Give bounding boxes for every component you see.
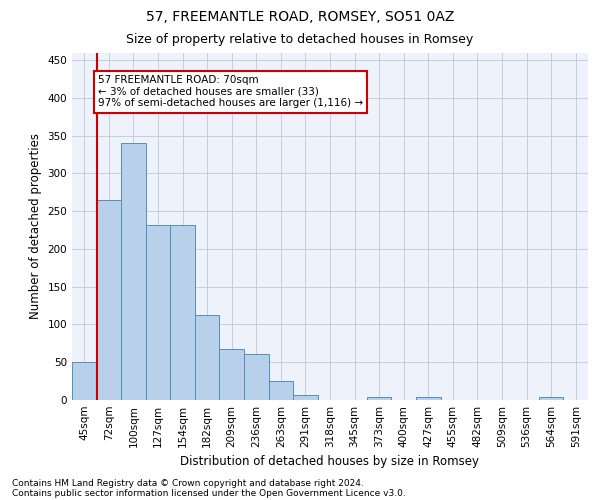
Text: 57 FREEMANTLE ROAD: 70sqm
← 3% of detached houses are smaller (33)
97% of semi-d: 57 FREEMANTLE ROAD: 70sqm ← 3% of detach…: [98, 75, 363, 108]
Bar: [539, 397, 563, 400]
Bar: [146, 224, 170, 400]
Text: Contains public sector information licensed under the Open Government Licence v3: Contains public sector information licen…: [12, 488, 406, 498]
Bar: [367, 397, 391, 400]
Text: Size of property relative to detached houses in Romsey: Size of property relative to detached ho…: [127, 32, 473, 46]
Text: 57, FREEMANTLE ROAD, ROMSEY, SO51 0AZ: 57, FREEMANTLE ROAD, ROMSEY, SO51 0AZ: [146, 10, 454, 24]
Bar: [72, 362, 97, 400]
Bar: [170, 224, 195, 400]
Bar: [220, 350, 244, 400]
Bar: [269, 381, 293, 400]
Bar: [293, 396, 318, 400]
Bar: [195, 314, 220, 400]
Bar: [121, 143, 146, 400]
Bar: [416, 397, 440, 400]
Text: Contains HM Land Registry data © Crown copyright and database right 2024.: Contains HM Land Registry data © Crown c…: [12, 478, 364, 488]
X-axis label: Distribution of detached houses by size in Romsey: Distribution of detached houses by size …: [181, 456, 479, 468]
Bar: [244, 354, 269, 400]
Bar: [97, 200, 121, 400]
Y-axis label: Number of detached properties: Number of detached properties: [29, 133, 42, 320]
